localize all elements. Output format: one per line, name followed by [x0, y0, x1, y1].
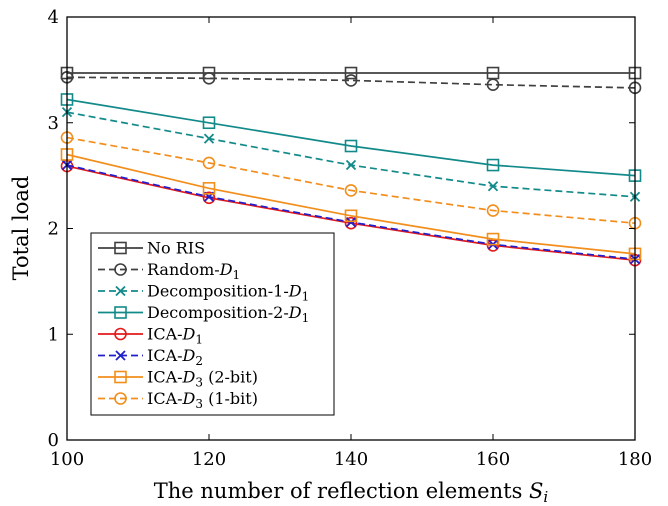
legend-marker	[115, 285, 126, 297]
legend-label: ICA-D3 (1-bit)	[147, 389, 258, 411]
y-tick-label: 2	[48, 219, 59, 240]
y-tick-label: 3	[48, 113, 59, 134]
data-point	[202, 116, 216, 130]
data-point	[344, 74, 358, 87]
series-line	[66, 98, 636, 177]
data-point	[202, 156, 216, 170]
data-point	[344, 216, 358, 230]
x-tick-label: 100	[50, 449, 84, 470]
x-axis-title-sub: i	[543, 488, 548, 506]
data-point	[486, 78, 500, 91]
data-point	[344, 209, 358, 223]
legend-entry: Random-D1	[98, 260, 240, 282]
series-0	[60, 66, 642, 80]
series-line	[66, 153, 636, 255]
data-point	[487, 181, 499, 192]
series-1	[60, 70, 642, 95]
legend-label: Decomposition-2-D1	[147, 303, 309, 325]
x-axis-title-var: S	[529, 479, 543, 503]
data-point	[345, 217, 357, 228]
legend-marker	[115, 350, 126, 361]
y-tick-label: 4	[48, 7, 59, 28]
x-axis-title-main: The number of reflection elements	[154, 479, 529, 503]
legend-entry: ICA-D2	[98, 346, 203, 368]
legend-label: Decomposition-1-D1	[147, 282, 309, 304]
legend-label: ICA-D1	[147, 325, 203, 347]
data-point	[202, 191, 216, 205]
series-line	[66, 111, 636, 198]
legend: No RIS Random-D1Decomposition-1-D1Decompo…	[90, 232, 335, 416]
y-tick-label: 1	[48, 324, 59, 345]
y-tick-label: 0	[48, 430, 59, 451]
legend-label: ICA-D3 (2-bit)	[147, 368, 258, 390]
series-line	[66, 76, 636, 89]
data-point	[344, 184, 358, 197]
legend-box	[90, 232, 335, 416]
legend-entry: ICA-D1	[98, 325, 203, 347]
legend-marker	[114, 392, 127, 405]
data-point	[345, 159, 357, 171]
legend-marker	[114, 263, 127, 276]
data-point	[202, 182, 216, 195]
x-tick-label: 140	[334, 449, 368, 470]
x-axis-title: The number of reflection elements Si	[154, 479, 549, 506]
x-tick-label: 120	[192, 449, 226, 470]
data-point	[486, 204, 500, 217]
legend-label: No RIS	[147, 239, 205, 258]
legend-label: ICA-D2	[147, 346, 203, 368]
legend-label: Random-D1	[147, 260, 240, 282]
series-line	[66, 136, 636, 225]
legend-entry: Decomposition-2-D1	[98, 303, 309, 325]
legend-marker	[114, 306, 127, 319]
x-tick-label: 160	[476, 449, 510, 470]
data-point	[202, 72, 216, 85]
data-point	[344, 66, 358, 80]
series-3	[60, 93, 642, 182]
series-2	[61, 107, 641, 202]
y-axis-title: Total load	[9, 176, 33, 281]
data-point	[344, 139, 358, 153]
data-point	[202, 66, 216, 80]
data-point	[203, 133, 215, 144]
legend-marker	[114, 327, 127, 341]
data-point	[486, 232, 500, 246]
legend-entry: Decomposition-1-D1	[98, 282, 309, 304]
x-tick-label: 180	[618, 449, 652, 470]
legend-entry: ICA-D3 (1-bit)	[98, 389, 258, 411]
legend-entry: ICA-D3 (2-bit)	[98, 368, 258, 390]
axis-layer: 100 120 140 160 180 0 1 2 3 4	[48, 7, 653, 470]
plot-layer	[60, 66, 642, 267]
legend-entry: No RIS	[98, 239, 205, 258]
data-point	[486, 158, 500, 172]
legend-marker	[114, 241, 127, 255]
legend-marker	[114, 370, 127, 384]
